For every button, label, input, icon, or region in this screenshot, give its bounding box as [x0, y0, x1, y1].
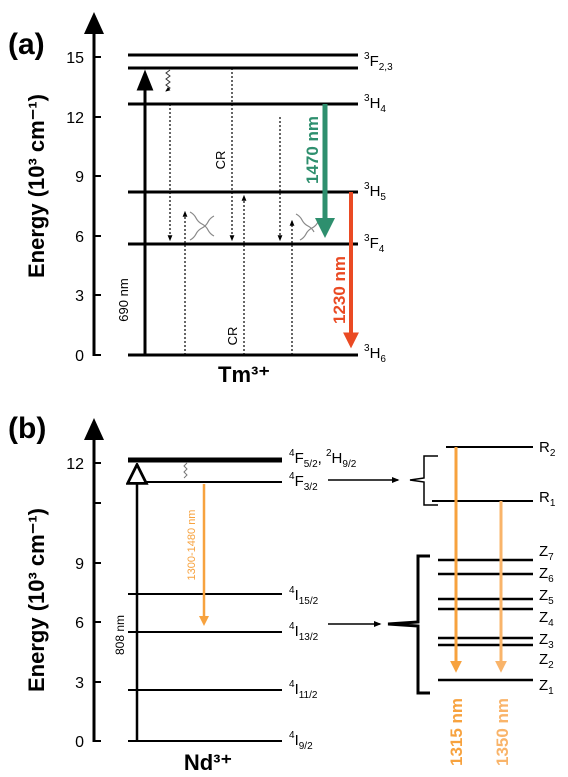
panel-b-axis-title: Energy (10³ cm⁻¹)	[24, 508, 49, 692]
level-label-4I92: 4I9/2	[289, 730, 313, 752]
panel-a-levels	[128, 53, 358, 357]
stark-label-Z1: Z1	[539, 677, 554, 697]
panel-a-cr-label-lower: CR	[225, 327, 240, 346]
panel-a-emission-1230-label: 1230 nm	[330, 256, 349, 324]
tick-label: 3	[75, 288, 84, 305]
panel-b-nonradiative-relaxation	[183, 462, 188, 479]
level-label-4F32: 4F3/2	[289, 471, 318, 493]
level-label-3F23: 3F2,3	[364, 51, 393, 73]
stark-label-Z3: Z3	[539, 631, 554, 651]
panel-b-level-labels: 4I9/2 4I11/2 4I13/2 4I15/2 4F3/2 4F5/2, …	[289, 448, 357, 752]
stark-label-Z5: Z5	[539, 587, 554, 607]
panel-b-emission-1350-label: 1350 nm	[493, 698, 512, 766]
panel-b-axis-ticks	[94, 462, 101, 742]
tick-label: 0	[75, 348, 84, 365]
panel-b-stark-levels	[432, 446, 533, 682]
stark-label-Z7: Z7	[539, 543, 554, 563]
level-label-4I112: 4I11/2	[289, 679, 318, 701]
panel-a-ion-label: Tm³⁺	[218, 362, 270, 387]
level-label-4F52-2H92: 4F5/2, 2H9/2	[289, 448, 357, 470]
stark-label-Z6: Z6	[539, 565, 554, 585]
panel-a-axis-title: Energy (10³ cm⁻¹)	[24, 94, 49, 278]
level-label-4I132: 4I13/2	[289, 621, 319, 643]
panel-a-axis-ticks	[94, 56, 101, 356]
tick-label: 12	[66, 456, 84, 473]
stark-label-R1: R1	[539, 489, 556, 509]
panel-b-emission-1315-label: 1315 nm	[447, 698, 466, 766]
panel-b-tick-labels: 0 3 6 9 12	[66, 456, 84, 751]
tick-label: 3	[75, 675, 84, 692]
tick-label: 15	[66, 50, 84, 67]
panel-b-bracket-lower	[387, 554, 430, 695]
panel-a-pump-label: 690 nm	[116, 278, 131, 321]
tick-label: 9	[75, 169, 84, 186]
level-label-3H4: 3H4	[364, 93, 386, 115]
panel-a-label: (a)	[8, 28, 45, 61]
level-label-4I152: 4I15/2	[289, 585, 319, 607]
level-label-3F4: 3F4	[364, 233, 385, 255]
panel-b-pump-label: 808 nm	[113, 615, 127, 655]
panel-a-emission-1470-label: 1470 nm	[303, 116, 322, 184]
tick-label: 6	[75, 615, 84, 632]
panel-b: (b) 0 3 6 9 12 Energy (10³ cm⁻¹)	[8, 412, 556, 775]
stark-label-R2: R2	[539, 439, 556, 459]
panel-b-stark-labels: R2 R1 Z7 Z6 Z5 Z4 Z3 Z2 Z1	[539, 439, 556, 697]
level-label-3H6: 3H6	[364, 343, 386, 365]
panel-a-cr-label-upper: CR	[213, 151, 228, 170]
tick-label: 0	[75, 734, 84, 751]
tick-label: 9	[75, 556, 84, 573]
panel-b-label: (b)	[8, 412, 46, 445]
panel-a-nonradiative-relaxation	[165, 69, 171, 92]
panel-a-wavy-diagonals	[189, 211, 319, 241]
tick-label: 6	[75, 229, 84, 246]
panel-b-emission-label: 1300-1480 nm	[186, 510, 198, 581]
tick-label: 12	[66, 110, 84, 127]
panel-b-ion-label: Nd³⁺	[184, 750, 232, 775]
panel-b-axis-arrowhead	[84, 418, 104, 440]
panel-a: (a) 0 3 6 9 12 15 Energy (10³ cm⁻¹)	[8, 12, 393, 387]
panel-a-tick-labels: 0 3 6 9 12 15	[66, 50, 84, 365]
stark-label-Z4: Z4	[539, 609, 554, 629]
level-label-3H5: 3H5	[364, 181, 386, 203]
panel-a-level-labels: 3H6 3F4 3H5 3H4 3F2,3	[364, 51, 393, 365]
panel-a-cross-relaxation	[167, 68, 295, 355]
stark-label-Z2: Z2	[539, 651, 554, 671]
panel-a-axis-arrowhead	[84, 12, 104, 34]
panel-b-bracket-upper	[409, 455, 438, 506]
